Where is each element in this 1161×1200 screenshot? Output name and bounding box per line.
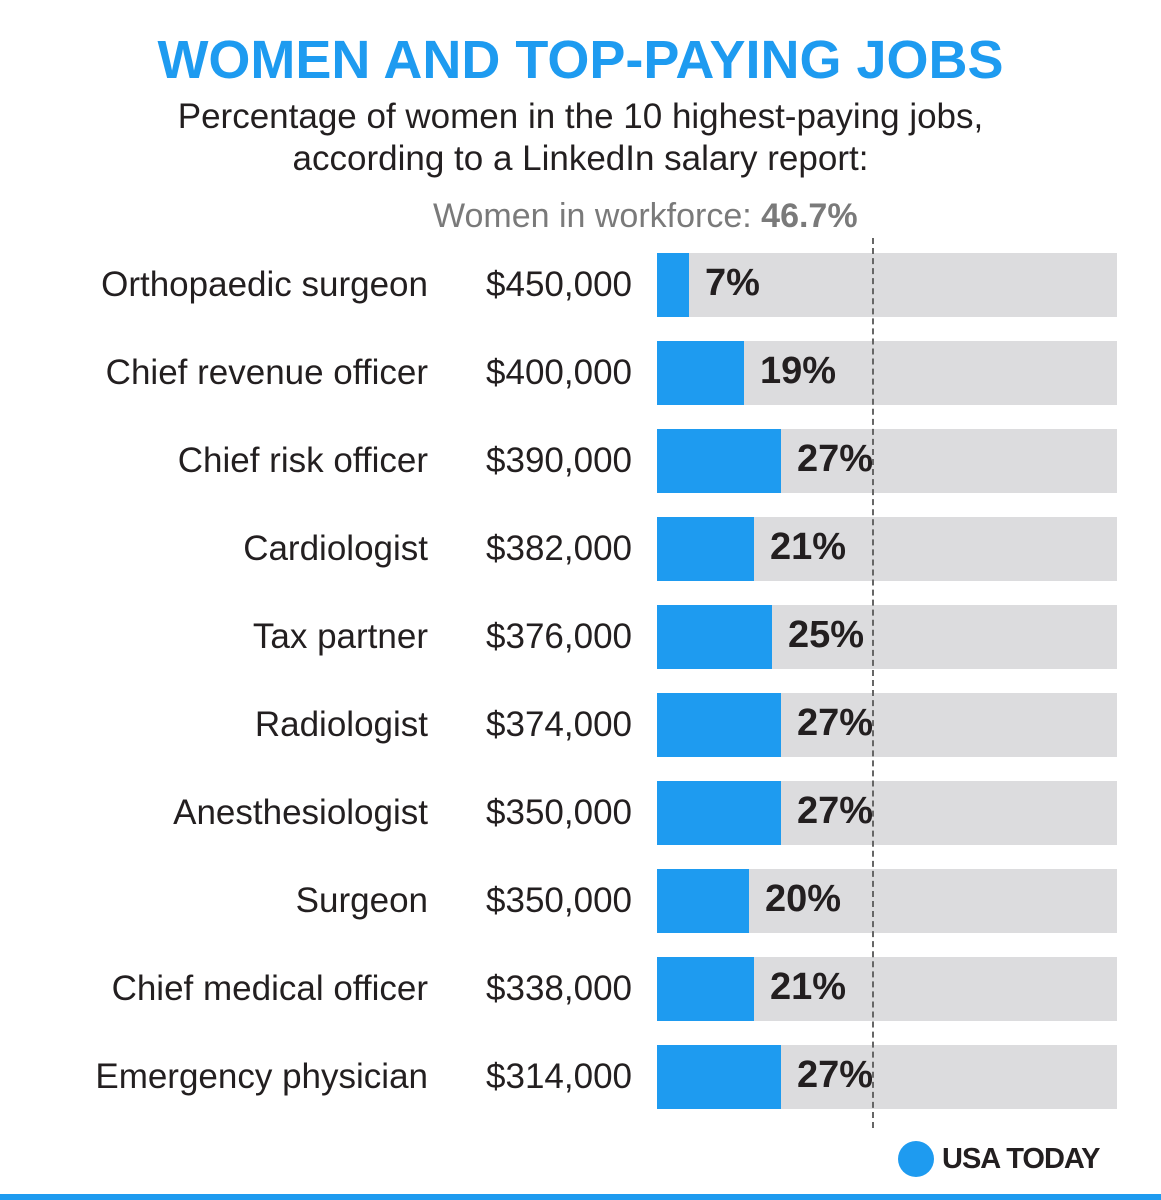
bar <box>657 605 772 669</box>
job-label: Emergency physician <box>95 1057 428 1096</box>
bar-track: 27% <box>657 429 1117 493</box>
bar-track: 25% <box>657 605 1117 669</box>
job-label: Chief medical officer <box>111 969 428 1008</box>
table-row: Chief risk officer $390,000 27% <box>0 429 1161 493</box>
salary-label: $376,000 <box>486 617 632 656</box>
table-row: Tax partner $376,000 25% <box>0 605 1161 669</box>
salary-label: $390,000 <box>486 441 632 480</box>
table-row: Emergency physician $314,000 27% <box>0 1045 1161 1109</box>
job-label: Tax partner <box>252 617 428 656</box>
bar <box>657 693 781 757</box>
chart-title: WOMEN AND TOP-PAYING JOBS <box>157 30 1004 90</box>
bar-track: 27% <box>657 1045 1117 1109</box>
salary-label: $382,000 <box>486 529 632 568</box>
reference-value: 46.7% <box>761 197 858 235</box>
bar-track: 19% <box>657 341 1117 405</box>
job-label: Chief risk officer <box>177 441 428 480</box>
brand-text: USA TODAY <box>942 1142 1101 1175</box>
job-label: Radiologist <box>254 705 428 744</box>
table-row: Orthopaedic surgeon $450,000 7% <box>0 253 1161 317</box>
salary-label: $350,000 <box>486 881 632 920</box>
bar <box>657 869 749 933</box>
usa-today-logo: USA TODAY <box>898 1140 1101 1178</box>
job-label: Orthopaedic surgeon <box>101 265 428 304</box>
salary-label: $400,000 <box>486 353 632 392</box>
job-label: Chief revenue officer <box>105 353 428 392</box>
bar <box>657 957 754 1021</box>
bar-track: 27% <box>657 781 1117 845</box>
workforce-reference-line <box>872 238 874 1128</box>
salary-label: $374,000 <box>486 705 632 744</box>
job-label: Anesthesiologist <box>173 793 428 832</box>
data-label: 19% <box>760 350 837 392</box>
salary-label: $314,000 <box>486 1057 632 1096</box>
table-row: Chief medical officer $338,000 21% <box>0 957 1161 1021</box>
bar <box>657 1045 781 1109</box>
salary-label: $338,000 <box>486 969 632 1008</box>
salary-label: $450,000 <box>486 265 632 304</box>
bar-track: 27% <box>657 693 1117 757</box>
bar <box>657 781 781 845</box>
data-label: 27% <box>797 438 874 480</box>
subtitle-line-2: according to a LinkedIn salary report: <box>292 139 869 178</box>
bar-track: 21% <box>657 517 1117 581</box>
subtitle-line-1: Percentage of women in the 10 highest-pa… <box>177 97 984 136</box>
bar-track: 20% <box>657 869 1117 933</box>
chart-subtitle: Percentage of women in the 10 highest-pa… <box>0 96 1161 180</box>
bar <box>657 517 754 581</box>
bar <box>657 429 781 493</box>
table-row: Radiologist $374,000 27% <box>0 693 1161 757</box>
reference-label-text: Women in workforce: <box>433 197 762 235</box>
reference-label: Women in workforce: 46.7% <box>433 194 858 238</box>
data-label: 7% <box>705 262 760 304</box>
bar-track: 21% <box>657 957 1117 1021</box>
data-label: 27% <box>797 790 874 832</box>
bar <box>657 253 689 317</box>
table-row: Surgeon $350,000 20% <box>0 869 1161 933</box>
job-label: Surgeon <box>295 881 428 920</box>
data-label: 21% <box>770 966 847 1008</box>
salary-label: $350,000 <box>486 793 632 832</box>
data-label: 25% <box>788 614 865 656</box>
data-label: 20% <box>765 878 842 920</box>
data-label: 27% <box>797 1054 874 1096</box>
table-row: Anesthesiologist $350,000 27% <box>0 781 1161 845</box>
data-label: 27% <box>797 702 874 744</box>
usa-today-dot-icon <box>898 1141 934 1177</box>
table-row: Chief revenue officer $400,000 19% <box>0 341 1161 405</box>
bar-track: 7% <box>657 253 1117 317</box>
job-label: Cardiologist <box>243 529 428 568</box>
bottom-accent-bar <box>0 1194 1161 1200</box>
table-row: Cardiologist $382,000 21% <box>0 517 1161 581</box>
bar <box>657 341 744 405</box>
data-label: 21% <box>770 526 847 568</box>
